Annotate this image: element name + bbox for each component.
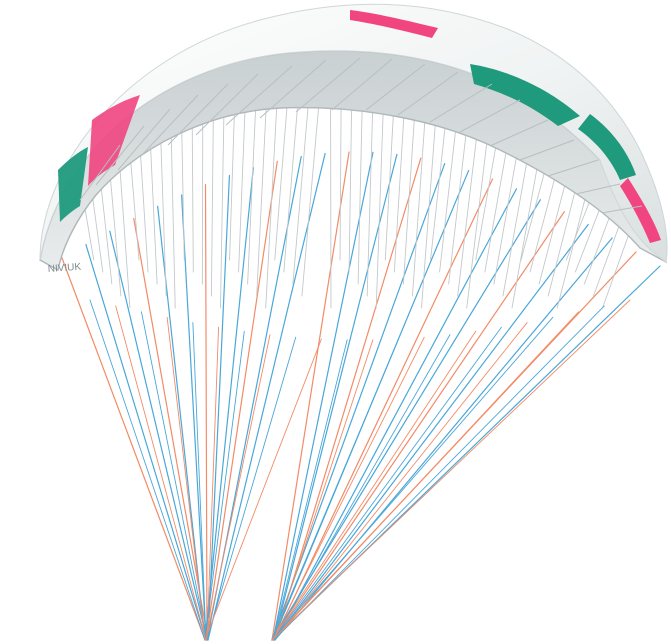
canopy-logo: NIVIUK xyxy=(47,262,81,275)
line-main xyxy=(207,174,231,641)
line-lower xyxy=(166,316,206,641)
line-lower xyxy=(206,336,297,641)
line-cascade xyxy=(210,107,214,297)
line-cascade xyxy=(466,113,491,309)
canopy-accent-pink-top xyxy=(350,10,438,38)
line-lower xyxy=(272,336,425,641)
line-lower xyxy=(140,311,208,641)
line-cascade xyxy=(366,92,374,297)
suspension-lines xyxy=(61,91,661,641)
line-main xyxy=(272,211,565,641)
line-cascade xyxy=(393,95,406,273)
line-lower xyxy=(89,299,206,641)
line-lower xyxy=(272,311,580,641)
line-main xyxy=(133,217,209,641)
line-cascade xyxy=(247,98,257,285)
line-main xyxy=(274,188,518,641)
line-main xyxy=(109,230,208,641)
line-cascade xyxy=(384,94,395,261)
line-cascade xyxy=(149,125,158,285)
line-cascade xyxy=(430,103,449,261)
line-cascade xyxy=(411,99,427,297)
canopy-top-surface xyxy=(39,3,668,263)
line-lower xyxy=(204,338,322,641)
canopy-accent-green-left xyxy=(58,147,88,222)
canopy-accent-green-top xyxy=(470,64,580,126)
line-lower xyxy=(272,339,348,641)
line-main xyxy=(272,151,374,641)
line-lower xyxy=(273,334,451,641)
line-cascade xyxy=(375,93,385,309)
line-lower xyxy=(192,322,207,641)
line-cascade xyxy=(348,91,353,273)
canopy: NIVIUK xyxy=(39,3,668,275)
line-lower xyxy=(204,330,245,641)
line-main xyxy=(273,178,494,641)
line-cascade xyxy=(265,95,278,309)
line-cascade xyxy=(402,97,417,285)
line-lower xyxy=(272,326,502,641)
line-cascade xyxy=(357,92,363,285)
line-lower xyxy=(271,330,477,641)
line-cascade xyxy=(283,93,300,273)
canopy-ribs xyxy=(79,57,643,214)
line-cascade xyxy=(339,91,342,261)
line-lower xyxy=(206,326,220,641)
line-lower xyxy=(273,322,528,641)
line-main xyxy=(85,243,207,641)
line-main xyxy=(271,151,350,641)
line-main xyxy=(273,223,589,641)
line-cascade xyxy=(220,105,225,309)
line-cascade xyxy=(448,108,470,285)
line-main xyxy=(181,194,207,641)
line-main xyxy=(61,257,206,641)
line-cascade xyxy=(301,92,321,297)
line-cascade xyxy=(181,115,185,261)
line-cascade xyxy=(159,121,167,297)
line-main xyxy=(204,184,208,641)
line-lower xyxy=(273,305,605,641)
line-lower xyxy=(205,334,271,641)
line-main xyxy=(274,237,613,641)
line-cascade xyxy=(238,100,246,273)
line-cascade xyxy=(439,105,459,273)
line-cascade xyxy=(170,118,176,309)
line-cascade xyxy=(292,92,310,285)
line-main xyxy=(273,153,398,641)
line-cascade xyxy=(256,97,268,297)
line-main xyxy=(157,205,206,641)
line-cascade xyxy=(274,94,289,261)
line-cascade xyxy=(457,110,481,297)
line-main xyxy=(207,152,326,641)
line-lower xyxy=(271,316,554,641)
line-lower xyxy=(115,305,207,641)
line-cascade xyxy=(229,102,236,261)
line-lower xyxy=(271,299,631,641)
line-main xyxy=(204,167,254,641)
line-lower xyxy=(273,339,374,641)
line-lower xyxy=(271,338,400,641)
canopy-accent-pink-left xyxy=(88,95,140,186)
line-cascade xyxy=(191,112,194,273)
canopy-accent-green-right xyxy=(578,114,636,180)
line-main xyxy=(205,160,278,641)
line-cascade xyxy=(421,101,438,309)
canopy-accent-pink-right xyxy=(620,178,661,243)
